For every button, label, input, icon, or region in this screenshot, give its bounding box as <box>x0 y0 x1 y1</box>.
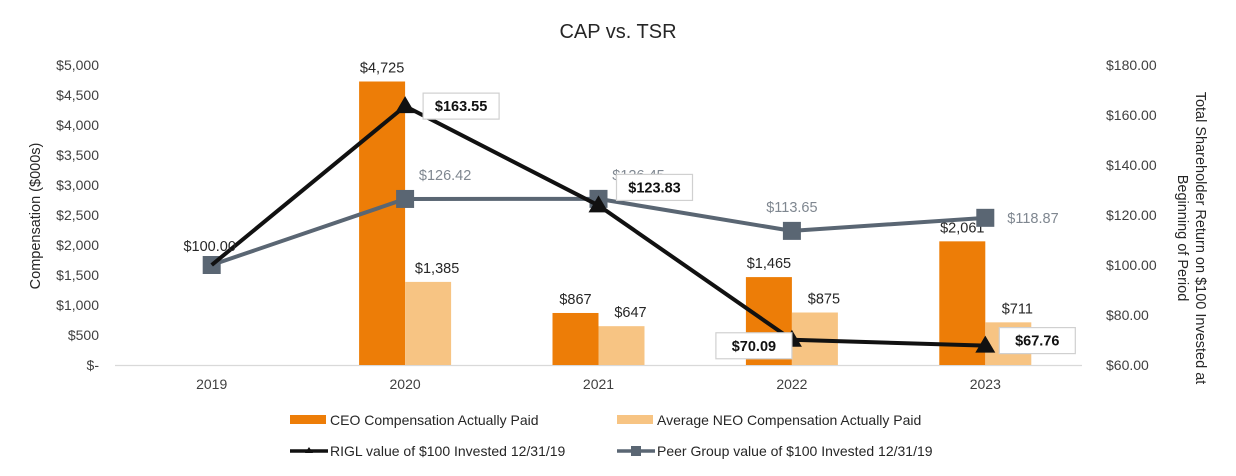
bar-neo-cap <box>405 281 452 365</box>
chart-title: CAP vs. TSR <box>559 21 676 43</box>
bar-label-neo: $647 <box>614 305 646 321</box>
right-axis-tick-label: $160.00 <box>1106 107 1157 123</box>
rigl-value-label-box <box>998 327 1076 355</box>
right-axis-title-line1: Total Shareholder Return on $100 Investe… <box>1192 92 1208 385</box>
rigl-value-label: $123.83 <box>628 180 680 196</box>
rigl-value-label: $163.55 <box>435 99 487 115</box>
left-axis-tick-label: $4,500 <box>56 87 99 103</box>
lines <box>202 96 996 353</box>
bar-ceo-cap <box>359 81 406 365</box>
legend-label-neo: Average NEO Compensation Actually Paid <box>657 412 921 428</box>
legend-label-rigl: RIGL value of $100 Invested 12/31/19 <box>330 443 566 459</box>
right-axis-tick-label: $60.00 <box>1106 357 1149 373</box>
peer-group-value-label: $118.87 <box>1007 211 1058 227</box>
legend-label-peer: Peer Group value of $100 Invested 12/31/… <box>657 443 933 459</box>
left-axis-tick-label: $1,500 <box>56 267 99 283</box>
bar-label-ceo: $2,061 <box>940 220 984 236</box>
rigl-value-label-box <box>615 173 694 202</box>
right-axis-tick-label: $180.00 <box>1106 57 1157 73</box>
peer-group-value-label: $100.00 <box>183 239 235 255</box>
bar-label-neo: $711 <box>1002 301 1033 317</box>
x-axis-tick-label: 2022 <box>776 376 807 392</box>
marker-rigl <box>588 195 609 213</box>
left-axis-tick-label: $500 <box>68 327 99 343</box>
right-axis-title-line2: Beginning of Period <box>1174 175 1190 302</box>
bar-label-ceo: $1,465 <box>747 256 791 272</box>
left-axis-title: Compensation ($000s) <box>28 143 44 290</box>
peer-group-value-label: $126.42 <box>419 168 471 184</box>
left-axis: $- $500 $1,000 $1,500 $2,000 $2,500 $3,000 $3,5… <box>56 57 99 373</box>
rigl-value-label: $67.76 <box>1015 334 1059 350</box>
line-labels: $100.00$126.42$126.45$113.65$118.87$163.… <box>183 92 1076 360</box>
marker-peer-group <box>396 189 415 208</box>
marker-rigl <box>975 335 996 353</box>
right-axis: $60.00 $80.00 $100.00 $120.00 $140.00 $160.00… <box>1106 57 1157 373</box>
right-axis-tick-label: $120.00 <box>1106 207 1157 223</box>
left-axis-tick-label: $- <box>87 357 100 373</box>
x-axis-tick-label: 2021 <box>583 376 614 392</box>
rigl-value-label-box <box>715 332 793 360</box>
marker-peer-group <box>976 208 995 227</box>
bar-neo-cap <box>598 326 645 365</box>
bar-label-neo: $875 <box>808 292 840 308</box>
right-axis-tick-label: $100.00 <box>1106 257 1157 273</box>
x-axis-tick-label: 2023 <box>970 376 1001 392</box>
left-axis-tick-label: $3,500 <box>56 147 99 163</box>
marker-peer-group <box>782 221 801 240</box>
left-axis-tick-label: $3,000 <box>56 177 99 193</box>
legend-label-ceo: CEO Compensation Actually Paid <box>330 412 539 428</box>
bar-ceo-cap <box>552 312 599 365</box>
x-axis-tick-label: 2019 <box>196 376 227 392</box>
bar-label-ceo: $4,725 <box>360 61 404 77</box>
bar-label-ceo: $867 <box>559 292 591 308</box>
left-axis-tick-label: $5,000 <box>56 57 99 73</box>
legend-swatch-ceo <box>290 415 326 424</box>
left-axis-tick-label: $2,000 <box>56 237 99 253</box>
peer-group-value-label: $113.65 <box>766 200 817 216</box>
bar-labels: $4,725 $867 $1,465 $2,061 $1,385 $647 $875 $711 <box>360 61 1033 322</box>
left-axis-tick-label: $4,000 <box>56 117 99 133</box>
bar-label-neo: $1,385 <box>415 261 459 277</box>
left-axis-tick-label: $2,500 <box>56 207 99 223</box>
rigl-value-label: $70.09 <box>732 339 776 355</box>
right-axis-tick-label: $80.00 <box>1106 307 1149 323</box>
x-axis-tick-label: 2020 <box>390 376 421 392</box>
legend-marker-peer <box>631 446 641 456</box>
legend: CEO Compensation Actually Paid Average N… <box>290 412 933 459</box>
marker-rigl <box>395 96 416 114</box>
right-axis-tick-label: $140.00 <box>1106 157 1157 173</box>
rigl-value-label-box <box>422 92 500 120</box>
x-axis: 2019 2020 2021 2022 2023 <box>196 376 1001 392</box>
legend-marker-rigl <box>305 447 313 453</box>
left-axis-tick-label: $1,000 <box>56 297 99 313</box>
legend-swatch-neo <box>617 415 653 424</box>
